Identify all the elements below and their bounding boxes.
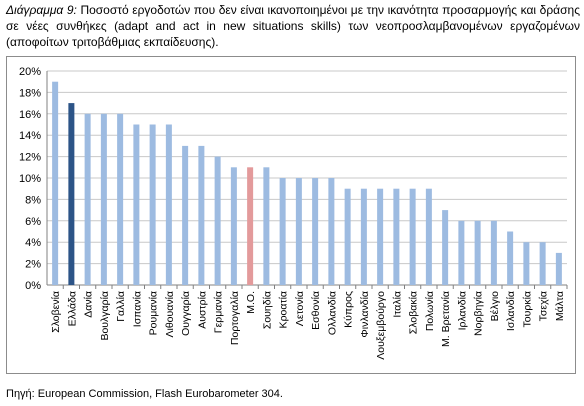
- x-tick-label: Αυστρία: [196, 291, 208, 329]
- bar-32: [555, 252, 562, 285]
- bar-28: [490, 220, 497, 285]
- x-tick-label: Λουξεμβούργο: [375, 291, 387, 360]
- caption-lead: Διάγραμμα 9:: [6, 3, 77, 17]
- bar-chart: 0% 2% 4% 6% 8% 10% 12% 14% 16% 18% 20% Σλοβενία Ελλά…: [19, 66, 568, 360]
- x-tick-label: Γαλλία: [115, 291, 127, 322]
- x-tick-label: Ιρλανδία: [456, 291, 468, 330]
- bar-8: [165, 124, 172, 285]
- bar-23: [409, 188, 416, 285]
- chart-caption: Διάγραμμα 9: Ποσοστό εργοδοτών που δεν ε…: [6, 2, 580, 50]
- x-tick-label: Λετονία: [294, 291, 306, 326]
- bar-12: [230, 167, 237, 285]
- bar-18: [328, 178, 335, 285]
- x-tick-label: Εσθονία: [310, 291, 322, 330]
- x-tick-label: Ισπανία: [131, 291, 143, 327]
- caption-text: Ποσοστό εργοδοτών που δεν είναι ικανοποι…: [6, 3, 580, 49]
- y-tick-label: 20%: [19, 66, 41, 78]
- y-tick-label: 0%: [25, 280, 41, 292]
- bar-17: [312, 178, 319, 285]
- source-note: Πηγή: European Commission, Flash Eurobar…: [6, 388, 283, 400]
- x-tick-label: Πολωνία: [424, 291, 436, 331]
- x-tick-label: Κροατία: [278, 291, 290, 328]
- x-tick-label: Δανία: [83, 291, 95, 318]
- x-tick-label: Ελλάδα: [66, 291, 78, 326]
- x-tick-label: Φινλανδία: [359, 291, 371, 338]
- x-tick-label: Λιθουανία: [164, 291, 176, 338]
- x-tick-label: Βέλγιο: [489, 291, 501, 322]
- y-tick-label: 10%: [19, 173, 41, 185]
- bar-1: [52, 81, 59, 285]
- x-tick-label: Μ.Ο.: [245, 291, 257, 314]
- x-tick-label: Τσεχία: [538, 291, 550, 321]
- bar-9: [182, 145, 189, 285]
- bar-20: [360, 188, 367, 285]
- y-tick-label: 8%: [25, 194, 41, 206]
- x-tick-label: Ολλανδία: [326, 291, 338, 335]
- bar-21: [377, 188, 384, 285]
- bar-15: [279, 178, 286, 285]
- bar-22: [393, 188, 400, 285]
- y-tick-label: 16%: [19, 109, 41, 121]
- x-tick-label: Ιταλία: [391, 291, 403, 318]
- x-tick-label: Σουηδία: [261, 291, 273, 329]
- y-tick-label: 6%: [25, 216, 41, 228]
- x-tick-label: Πορτογαλία: [229, 291, 241, 345]
- x-tick-label: Μάλτα: [554, 291, 566, 321]
- x-tick-label: Τουρκία: [521, 291, 533, 327]
- y-tick-label: 2%: [25, 259, 41, 271]
- bar-11: [214, 156, 221, 285]
- bar-25: [442, 210, 449, 285]
- y-tick-label: 4%: [25, 237, 41, 249]
- bar-2: [68, 103, 75, 285]
- x-tick-label: Κύπρος: [343, 291, 355, 328]
- x-tick-label: Ρουμανία: [148, 291, 160, 335]
- x-tick-label: Σλοβακία: [408, 291, 420, 334]
- bar-19: [344, 188, 351, 285]
- bar-30: [523, 242, 530, 285]
- bar-13: [247, 167, 254, 285]
- x-tick-label: Σλοβενία: [50, 291, 62, 333]
- bar-7: [149, 124, 156, 285]
- bar-29: [507, 231, 514, 285]
- x-tick-label: Νορβηγία: [473, 291, 485, 336]
- bar-14: [263, 167, 270, 285]
- bar-10: [198, 145, 205, 285]
- bar-26: [458, 220, 465, 285]
- bar-5: [117, 113, 124, 285]
- x-tick-label: Ουγγαρία: [180, 291, 192, 336]
- chart-frame: 0% 2% 4% 6% 8% 10% 12% 14% 16% 18% 20% Σλοβενία Ελλά…: [6, 56, 576, 374]
- x-tick-label: Γερμανία: [213, 291, 225, 333]
- bar-27: [474, 220, 481, 285]
- x-tick-label: Βουλγαρία: [99, 291, 111, 341]
- bar-3: [84, 113, 91, 285]
- bar-31: [539, 242, 546, 285]
- bar-24: [425, 188, 432, 285]
- y-tick-label: 18%: [19, 87, 41, 99]
- x-tick-label: Μ. Βρετανία: [440, 291, 452, 347]
- bar-16: [295, 178, 302, 285]
- bar-4: [100, 113, 107, 285]
- x-tick-label: Ισλανδία: [505, 291, 517, 331]
- y-tick-label: 12%: [19, 152, 41, 164]
- bar-6: [133, 124, 140, 285]
- y-tick-label: 14%: [19, 130, 41, 142]
